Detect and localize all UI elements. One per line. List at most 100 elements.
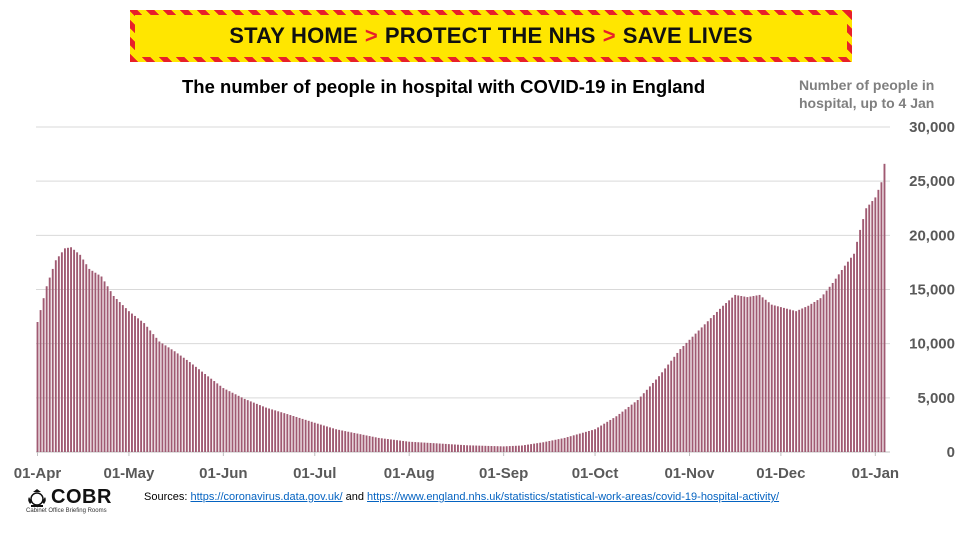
chart-bar [97,274,100,452]
chart-bar [414,442,417,452]
chart-bar [210,378,213,452]
chart-bar [880,182,883,452]
chart-bar [527,444,529,452]
chart-bar [393,439,395,452]
chart-bar [347,431,350,452]
chart-bar [356,433,359,452]
chart-bar [594,429,596,452]
chart-bar [36,322,39,452]
y-tick-label: 20,000 [909,227,955,244]
chart-bar [64,248,66,452]
chart-bar [655,379,657,452]
chart-bar [715,311,718,452]
chart-bar [228,391,231,452]
y-axis-tick-labels: 0 5,000 10,000 15,000 20,000 25,000 30,000 [909,119,955,461]
chart-bar [51,268,54,452]
chart-bar [490,446,493,452]
chart-bar [386,439,389,452]
chart-bar [868,204,871,452]
chart-bar [694,333,697,452]
chart-bar [621,411,624,452]
chart-bar [874,197,877,452]
chart-bar [396,440,398,452]
chart-bar [706,321,709,452]
chart-bar [508,446,511,452]
chart-bar [100,276,103,452]
chart-bar [362,434,365,452]
chart-bar [243,398,246,452]
chart-bar [359,434,362,452]
chart-bar [149,330,152,452]
chart-bar [301,418,304,452]
slogan-save-lives: SAVE LIVES [622,23,753,48]
chart-bar [204,374,207,452]
y-tick-label: 5,000 [917,390,955,407]
chart-bar [60,252,63,452]
chart-bar [752,296,755,452]
chart-bar [822,294,825,453]
chart-bar [871,201,874,452]
chart-bar [365,435,368,452]
chart-bar [533,443,536,452]
chart-bar [834,278,837,452]
chart-bar [112,296,115,452]
y-tick-label: 25,000 [909,173,955,190]
chart-bar [722,305,724,452]
chart-bar [761,297,764,452]
chart-bar [502,446,505,452]
chart-bar [329,427,331,452]
chart-bar [789,309,791,452]
chart-bar [380,438,383,452]
chart-bar [630,404,633,452]
chart-bar [265,407,267,452]
chart-bar [505,446,508,452]
chart-bar [877,189,880,452]
chart-bar [158,341,161,452]
chart-bar [167,347,170,452]
chart-bar [185,359,188,452]
cobr-subtitle: Cabinet Office Briefing Rooms [26,508,107,514]
chart-bar [405,441,408,452]
chart-bar [140,320,143,452]
chart-bar [82,259,85,452]
chart-bar [255,403,258,452]
chart-bar [335,429,338,452]
chart-bar [109,291,112,453]
source-link-nhs[interactable]: https://www.england.nhs.uk/statistics/st… [367,491,780,503]
chart-bar [216,383,219,452]
chart-bar [466,445,469,452]
chart-bar [658,376,660,452]
x-tick-label: 01-May [103,465,155,482]
chart-bar [862,219,865,452]
chart-bar [338,429,341,452]
chart-bar [195,366,197,452]
chart-bar [289,415,292,452]
chart-bar [173,351,176,452]
chart-bar [837,274,840,452]
chart-bar [548,441,551,452]
chart-bar [283,413,286,452]
chart-bar [280,412,283,452]
chart-bar [48,277,51,452]
chart-bar [569,436,572,452]
x-tick-label: 01-Sep [479,465,528,482]
chart-bar [584,431,587,452]
source-link-coronavirus[interactable]: https://coronavirus.data.gov.uk/ [190,491,343,503]
chart-bar [121,305,124,452]
chart-bar [734,294,737,452]
chart-bar [429,442,432,452]
chart-bar [591,430,593,452]
chart-bar [481,445,484,452]
chart-bar [435,443,438,452]
chart-bar [627,406,630,452]
chart-bar [530,444,533,452]
x-tick-label: 01-Aug [384,465,435,482]
chart-bar [676,352,679,452]
chart-bar [816,300,819,452]
chart-bar [408,441,411,452]
chart-bar [341,430,344,452]
sources-prefix: Sources: [144,491,188,503]
chart-bar [575,434,578,452]
chart-bar [164,345,167,452]
chevron-right-icon: > [364,23,378,48]
